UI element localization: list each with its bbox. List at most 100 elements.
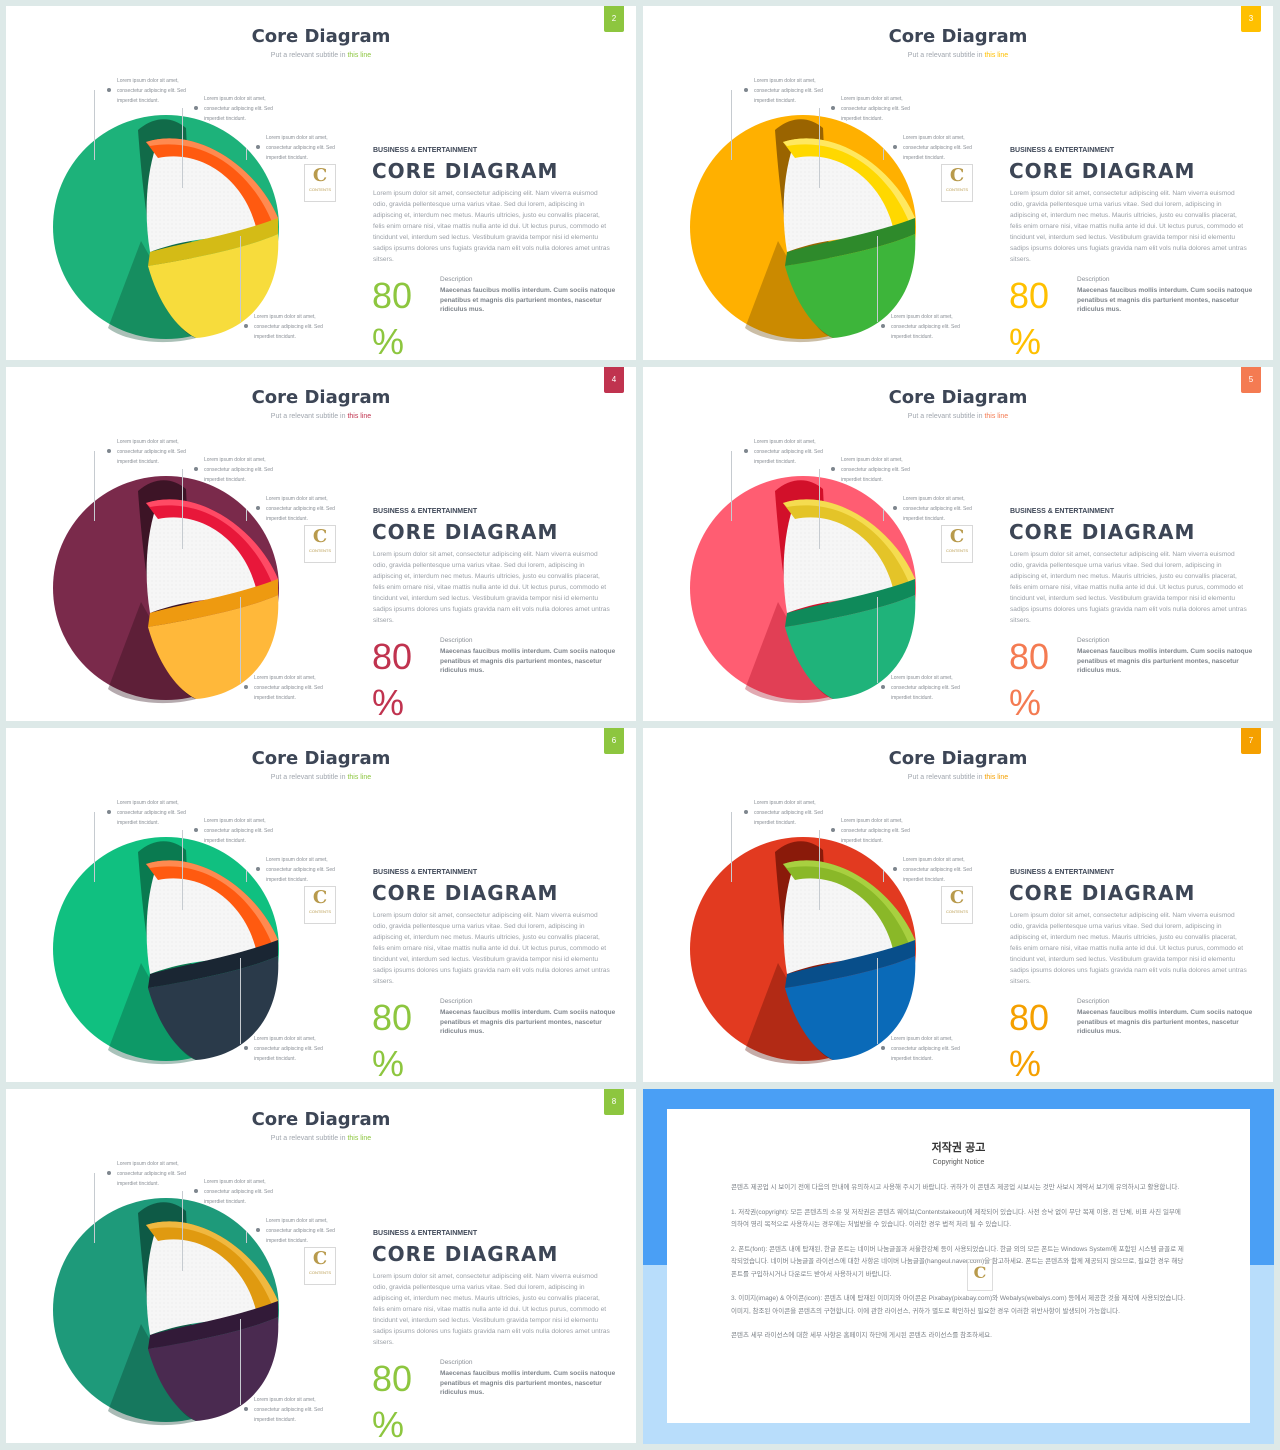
callout-4: Lorem ipsum dolor sit amet, consectetur … <box>254 675 323 701</box>
callout-3: Lorem ipsum dolor sit amet, consectetur … <box>903 135 972 161</box>
callout-line-4 <box>240 236 241 322</box>
bottom-cap-top <box>785 579 915 627</box>
slide-core-diagram: 8 Core Diagram Put a relevant subtitle i… <box>6 1089 636 1443</box>
bottom-cap-face <box>785 595 916 699</box>
callout-line-2 <box>819 830 820 910</box>
brand-logo: C CONTENTS <box>304 525 336 563</box>
callout-line-3 <box>883 509 884 521</box>
section-heading: CORE DIAGRAM <box>372 1242 559 1266</box>
slide-subtitle: Put a relevant subtitle in this line <box>6 52 636 59</box>
page-number-badge: 7 <box>1241 728 1261 754</box>
callout-2: Lorem ipsum dolor sit amet, consectetur … <box>204 457 273 483</box>
callout-dot-4 <box>244 1046 248 1050</box>
category-label: BUSINESS & ENTERTAINMENT <box>373 1230 478 1237</box>
stat-percent: % <box>372 682 405 722</box>
bottom-cap-top <box>785 940 915 988</box>
callout-1: Lorem ipsum dolor sit amet, consectetur … <box>117 439 186 465</box>
callout-dot-1 <box>107 810 111 814</box>
callout-4: Lorem ipsum dolor sit amet, consectetur … <box>891 1036 960 1062</box>
page-number: 8 <box>611 1097 617 1106</box>
top-cap-edge <box>146 499 278 583</box>
category-label: BUSINESS & ENTERTAINMENT <box>373 508 478 515</box>
callout-dot-1 <box>744 449 748 453</box>
subtitle-prefix: Put a relevant subtitle in <box>907 52 985 59</box>
bottom-cap-top <box>148 218 278 266</box>
callout-2: Lorem ipsum dolor sit amet, consectetur … <box>841 96 910 122</box>
page-number-badge: 6 <box>604 728 624 754</box>
core-sphere-graphic <box>53 837 279 1065</box>
bottom-cap-face <box>148 595 279 699</box>
body-text: Lorem ipsum dolor sit amet, consectetur … <box>1010 912 1247 985</box>
subtitle-prefix: Put a relevant subtitle in <box>907 413 985 420</box>
body-text: Lorem ipsum dolor sit amet, consectetur … <box>373 190 610 263</box>
callout-line-3 <box>883 870 884 882</box>
callout-dot-1 <box>107 1171 111 1175</box>
callout-line-3 <box>246 148 247 160</box>
logo-text: CONTENTS <box>946 548 968 553</box>
slide-title: Core Diagram <box>251 1109 391 1130</box>
subtitle-accent: this line <box>984 413 1009 420</box>
notice-logo: C <box>967 1259 993 1291</box>
callout-line-3 <box>883 148 884 160</box>
inner-core <box>783 505 895 613</box>
callout-dot-2 <box>194 1189 198 1193</box>
stat-number: 80 <box>372 1358 413 1399</box>
sphere-diagram <box>46 1189 286 1429</box>
brand-logo: C CONTENTS <box>304 1247 336 1285</box>
callout-line-4 <box>240 597 241 683</box>
callout-dot-3 <box>893 506 897 510</box>
description-label: Description <box>1077 276 1110 283</box>
logo-letter: C <box>312 165 328 186</box>
section-heading: CORE DIAGRAM <box>372 520 559 544</box>
callout-line-4 <box>877 958 878 1044</box>
inner-core <box>783 144 895 252</box>
callout-line-2 <box>819 469 820 549</box>
callout-line-1 <box>731 90 732 160</box>
callout-1: Lorem ipsum dolor sit amet, consectetur … <box>754 800 823 826</box>
notice-outro: 콘텐츠 세부 라이선스에 대한 세부 사항은 홈페이지 하단에 게시된 콘텐츠 … <box>731 1332 992 1339</box>
callout-line-1 <box>94 812 95 882</box>
callout-1: Lorem ipsum dolor sit amet, consectetur … <box>117 1161 186 1187</box>
slide-subtitle: Put a relevant subtitle in this line <box>643 774 1273 781</box>
description-text: Maecenas faucibus mollis interdum. Cum s… <box>440 1009 616 1035</box>
brand-logo: C CONTENTS <box>304 886 336 924</box>
bottom-cap-face <box>785 234 916 338</box>
top-cap-edge <box>146 860 278 944</box>
callout-dot-2 <box>194 828 198 832</box>
callout-dot-4 <box>881 685 885 689</box>
body-text: Lorem ipsum dolor sit amet, consectetur … <box>373 1273 610 1346</box>
page-number-badge: 5 <box>1241 367 1261 393</box>
page-number: 4 <box>611 375 617 384</box>
page-number: 3 <box>1248 14 1254 23</box>
slide-core-diagram: 5 Core Diagram Put a relevant subtitle i… <box>643 367 1273 721</box>
slide-core-diagram: 6 Core Diagram Put a relevant subtitle i… <box>6 728 636 1082</box>
sphere-diagram <box>683 467 923 707</box>
notice-subtitle: Copyright Notice <box>932 1159 985 1166</box>
stat-percent: % <box>1009 682 1042 722</box>
description-text: Maecenas faucibus mollis interdum. Cum s… <box>1077 287 1253 313</box>
callout-dot-2 <box>194 106 198 110</box>
brand-logo: C CONTENTS <box>304 164 336 202</box>
callout-dot-3 <box>256 1228 260 1232</box>
description-label: Description <box>1077 637 1110 644</box>
slide-core-diagram: 4 Core Diagram Put a relevant subtitle i… <box>6 367 636 721</box>
callout-2: Lorem ipsum dolor sit amet, consectetur … <box>841 818 910 844</box>
bottom-cap-face <box>148 234 279 338</box>
logo-letter: C <box>949 526 965 547</box>
callout-3: Lorem ipsum dolor sit amet, consectetur … <box>903 857 972 883</box>
description-text: Maecenas faucibus mollis interdum. Cum s… <box>440 287 616 313</box>
stat-percent: % <box>372 321 405 361</box>
logo-text: CONTENTS <box>309 187 331 192</box>
description-text: Maecenas faucibus mollis interdum. Cum s… <box>1077 1009 1253 1035</box>
stat-number: 80 <box>372 636 413 677</box>
slide-title: Core Diagram <box>888 387 1028 408</box>
logo-text: CONTENTS <box>309 1270 331 1275</box>
stat-percent: % <box>1009 321 1042 361</box>
subtitle-accent: this line <box>984 52 1009 59</box>
description-text: Maecenas faucibus mollis interdum. Cum s… <box>440 648 616 674</box>
callout-dot-4 <box>881 1046 885 1050</box>
section-heading: CORE DIAGRAM <box>372 159 559 183</box>
callout-line-2 <box>182 830 183 910</box>
core-sphere-graphic <box>53 1198 279 1426</box>
callout-line-3 <box>246 870 247 882</box>
